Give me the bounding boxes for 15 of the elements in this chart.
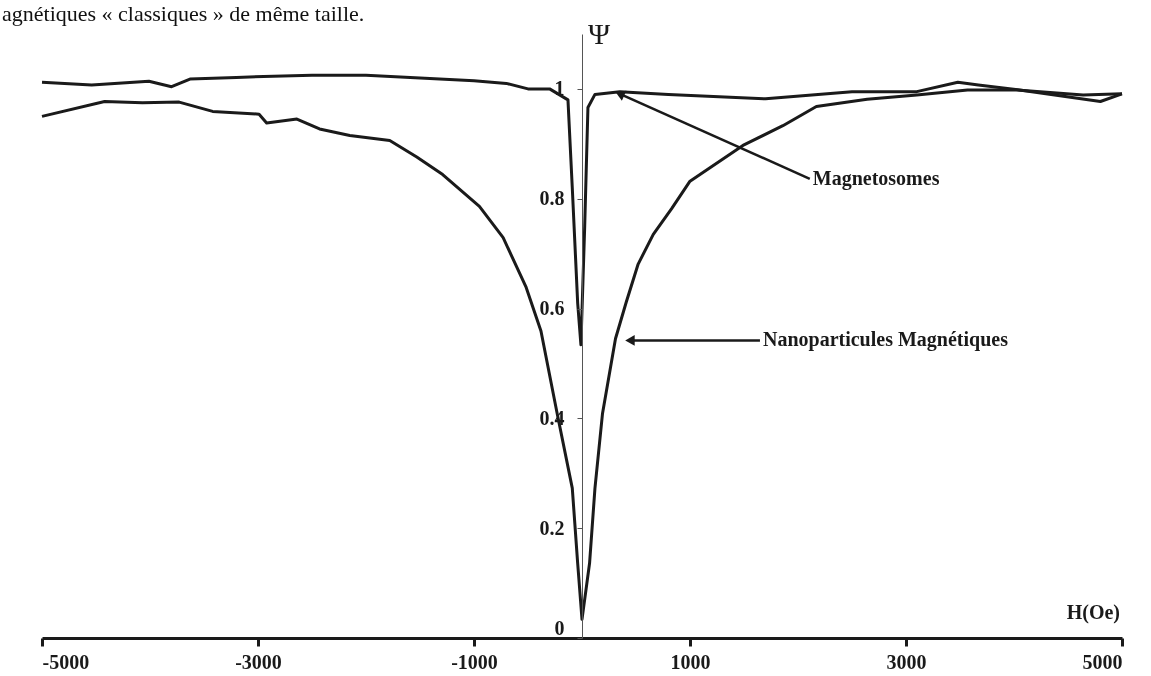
y-tick-label: 0	[554, 616, 565, 639]
y-tick-label: 0.8	[539, 187, 565, 210]
annotation: Nanoparticules Magnétiques	[762, 328, 1009, 352]
x-tick-label: -5000	[42, 650, 90, 673]
x-tick-label: 5000	[1082, 650, 1123, 673]
x-tick-label: -3000	[235, 650, 282, 673]
y-axis-title: Ψ	[588, 17, 611, 50]
x-tick-label: 1000	[670, 650, 711, 673]
x-tick-label: -1000	[451, 650, 498, 673]
y-tick-label: 0.6	[539, 297, 565, 320]
y-tick-label: 0.2	[539, 516, 565, 539]
x-tick-label: 3000	[886, 650, 927, 673]
text: agnétiques « classiques » de même taille.	[2, 1, 365, 26]
annotation: Magnetosomes	[812, 166, 940, 190]
x-axis-title: H(Oe)	[1066, 601, 1120, 624]
